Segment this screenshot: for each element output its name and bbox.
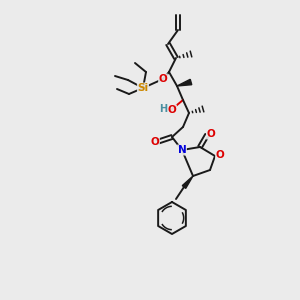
Text: O: O bbox=[168, 105, 176, 115]
Text: O: O bbox=[159, 74, 167, 84]
Text: H: H bbox=[159, 104, 167, 114]
Text: O: O bbox=[151, 137, 159, 147]
Text: N: N bbox=[178, 145, 186, 155]
Text: O: O bbox=[216, 150, 224, 160]
Text: Si: Si bbox=[137, 83, 148, 93]
Polygon shape bbox=[177, 79, 192, 86]
Text: O: O bbox=[207, 129, 215, 139]
Polygon shape bbox=[182, 176, 193, 188]
